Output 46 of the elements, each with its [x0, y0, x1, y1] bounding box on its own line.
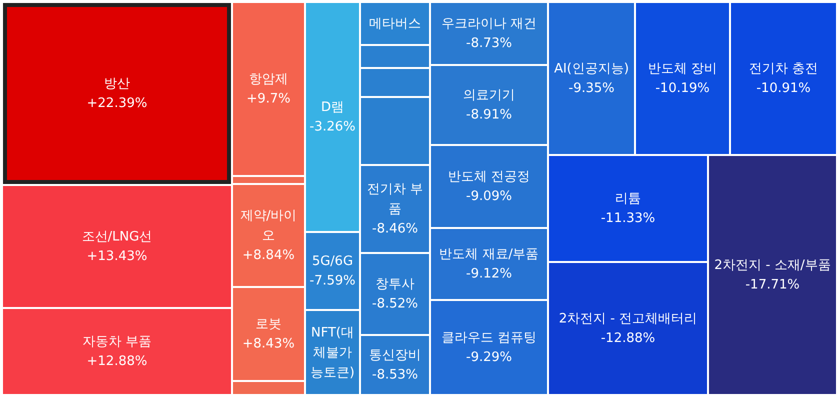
data-label: -9.35%	[568, 81, 614, 96]
category-label: 반도체 재료/부품	[439, 246, 539, 262]
data-label: +8.84%	[242, 248, 295, 264]
category-label: 의료기기	[463, 88, 515, 103]
data-label: -7.59%	[310, 274, 356, 289]
data-label: -8.52%	[372, 296, 418, 312]
category-label: D램	[320, 100, 344, 115]
category-label: 창투사	[376, 276, 414, 292]
data-label: +22.39%	[86, 96, 148, 112]
data-label: -11.33%	[600, 211, 656, 226]
category-label: AI(인공지능)	[554, 61, 629, 76]
data-label: -9.12%	[466, 266, 512, 282]
category-label: 리튬	[615, 191, 641, 206]
data-label: +9.7%	[246, 92, 290, 107]
category-label: 반도체 장비	[648, 61, 718, 76]
category-label: 방산	[104, 76, 130, 92]
category-label: 2차전지 - 전고체배터리	[558, 311, 698, 326]
category-label: NFT(대체불가능토큰)	[310, 325, 355, 380]
category-label: 자동차 부품	[82, 334, 152, 350]
data-label: +12.88%	[86, 354, 148, 370]
data-label: -8.46%	[372, 222, 418, 237]
category-label: 반도체 전공정	[448, 169, 530, 184]
data-label: -9.09%	[466, 189, 512, 204]
category-label: 전기차 충전	[748, 61, 818, 76]
category-label: 5G/6G	[312, 254, 354, 269]
category-label: 전기차 부품	[366, 182, 424, 217]
data-label: -17.71%	[745, 278, 800, 293]
data-label: -12.88%	[600, 331, 656, 346]
data-label: -8.53%	[372, 368, 418, 383]
category-label: 통신장비	[369, 348, 421, 363]
category-label: 조선/LNG선	[82, 229, 152, 244]
category-label: 2차전지 - 소재/부품	[714, 258, 831, 273]
data-label: -10.91%	[756, 81, 811, 96]
category-label: 메타버스	[369, 16, 421, 32]
data-label: -3.26%	[310, 120, 356, 135]
category-label: 항암제	[249, 72, 288, 87]
data-label: -10.19%	[655, 81, 710, 96]
category-label: 우크라이나 재건	[441, 16, 537, 32]
category-label: 로봇	[256, 316, 282, 332]
data-label: +13.43%	[86, 249, 148, 264]
category-label: 제약/바이오	[240, 208, 297, 244]
category-label: 클라우드 컴퓨팅	[441, 330, 537, 346]
data-label: +8.43%	[242, 336, 295, 352]
data-label: -8.73%	[466, 36, 512, 52]
data-label: -8.91%	[466, 108, 512, 123]
data-label: -9.29%	[466, 350, 512, 366]
